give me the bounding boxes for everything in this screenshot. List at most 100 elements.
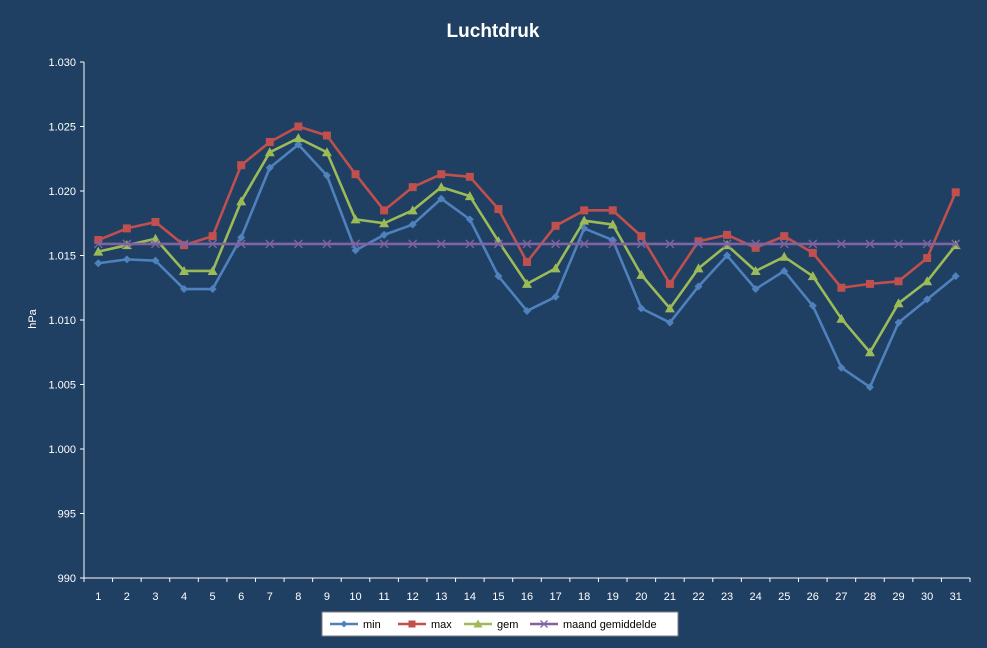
data-point	[494, 272, 503, 281]
data-point	[122, 239, 132, 249]
data-point	[151, 256, 160, 265]
data-point	[693, 263, 704, 273]
data-point	[321, 147, 332, 157]
x-tick-label: 26	[807, 591, 819, 603]
y-axis-title: hPa	[27, 308, 39, 328]
y-tick-label: 1.025	[48, 122, 76, 134]
data-point	[322, 171, 331, 180]
x-tick-label: 12	[407, 591, 419, 603]
data-point	[579, 215, 590, 225]
data-point	[608, 239, 618, 249]
x-tick-label: 25	[778, 591, 790, 603]
legend: min max gem maand gemiddelde	[321, 611, 679, 637]
data-point	[551, 221, 560, 230]
data-point	[408, 183, 417, 192]
data-point	[580, 206, 589, 215]
data-point	[340, 620, 348, 628]
legend-entry: gem	[464, 619, 518, 631]
y-tick-label: 995	[58, 509, 76, 521]
legend-entry: max	[398, 619, 452, 631]
data-point	[922, 239, 932, 249]
data-point	[94, 259, 103, 268]
data-point	[807, 271, 818, 281]
data-point	[893, 298, 904, 308]
data-point	[208, 239, 218, 249]
data-point	[523, 306, 531, 315]
x-tick-label: 23	[721, 591, 733, 603]
data-point	[465, 239, 475, 249]
data-point	[551, 239, 561, 249]
data-point	[408, 220, 417, 229]
data-point	[351, 239, 360, 249]
data-point	[379, 218, 390, 228]
x-tick-label: 2	[124, 591, 130, 603]
x-tick-label: 16	[521, 591, 533, 603]
data-point	[540, 620, 548, 628]
data-point	[380, 206, 389, 215]
y-tick-label: 1.015	[48, 251, 76, 263]
data-point	[865, 383, 874, 392]
data-point	[751, 285, 760, 294]
data-point	[436, 182, 447, 192]
data-point	[780, 232, 789, 241]
data-point	[265, 239, 275, 249]
x-tick-label: 8	[295, 591, 301, 603]
x-tick-label: 3	[152, 591, 158, 603]
data-point	[694, 239, 703, 249]
legend-label: max	[431, 619, 452, 631]
x-tick-label: 29	[892, 591, 904, 603]
data-point	[836, 239, 846, 249]
data-point	[723, 251, 732, 260]
data-point	[208, 232, 217, 241]
data-point	[779, 239, 789, 249]
data-point	[836, 313, 847, 323]
data-point	[894, 318, 903, 327]
data-point	[579, 239, 589, 249]
data-point	[322, 131, 331, 140]
data-point	[665, 318, 674, 327]
data-point	[180, 285, 189, 294]
x-tick-label: 30	[921, 591, 933, 603]
data-point	[808, 301, 817, 310]
x-tick-label: 11	[378, 591, 389, 603]
data-point	[837, 283, 846, 292]
data-point	[837, 363, 846, 372]
data-point	[179, 239, 189, 249]
x-tick-label: 10	[349, 591, 361, 603]
data-point	[294, 140, 303, 149]
data-point	[407, 205, 418, 215]
axes: 990 995 1.000 1.005 1.010 1.015 1.020 1.025 1.03…	[48, 57, 971, 603]
legend-label: gem	[497, 619, 518, 631]
x-tick-label: 13	[435, 591, 447, 603]
data-point	[665, 239, 675, 249]
data-point	[294, 122, 303, 131]
data-point	[293, 239, 303, 249]
data-point	[265, 163, 274, 172]
y-tick-label: 1.020	[48, 186, 76, 198]
data-point	[379, 239, 389, 249]
x-tick-label: 17	[549, 591, 561, 603]
legend-entry: maand gemiddelde	[530, 619, 657, 631]
data-point	[723, 230, 732, 239]
data-point	[780, 266, 789, 275]
data-point	[351, 246, 360, 255]
data-point	[236, 196, 247, 206]
x-tick-label: 19	[607, 591, 619, 603]
data-point	[636, 239, 646, 249]
data-point	[150, 239, 160, 249]
data-point	[265, 137, 274, 146]
data-point	[208, 285, 217, 294]
data-point	[494, 205, 503, 214]
data-point	[607, 219, 618, 229]
data-point	[894, 277, 903, 286]
legend-box	[321, 611, 679, 637]
data-point	[322, 239, 332, 249]
data-point	[237, 233, 246, 242]
data-point	[437, 194, 446, 203]
data-point	[750, 265, 761, 275]
series-maand-gemiddelde	[93, 239, 961, 249]
data-point	[408, 239, 418, 249]
